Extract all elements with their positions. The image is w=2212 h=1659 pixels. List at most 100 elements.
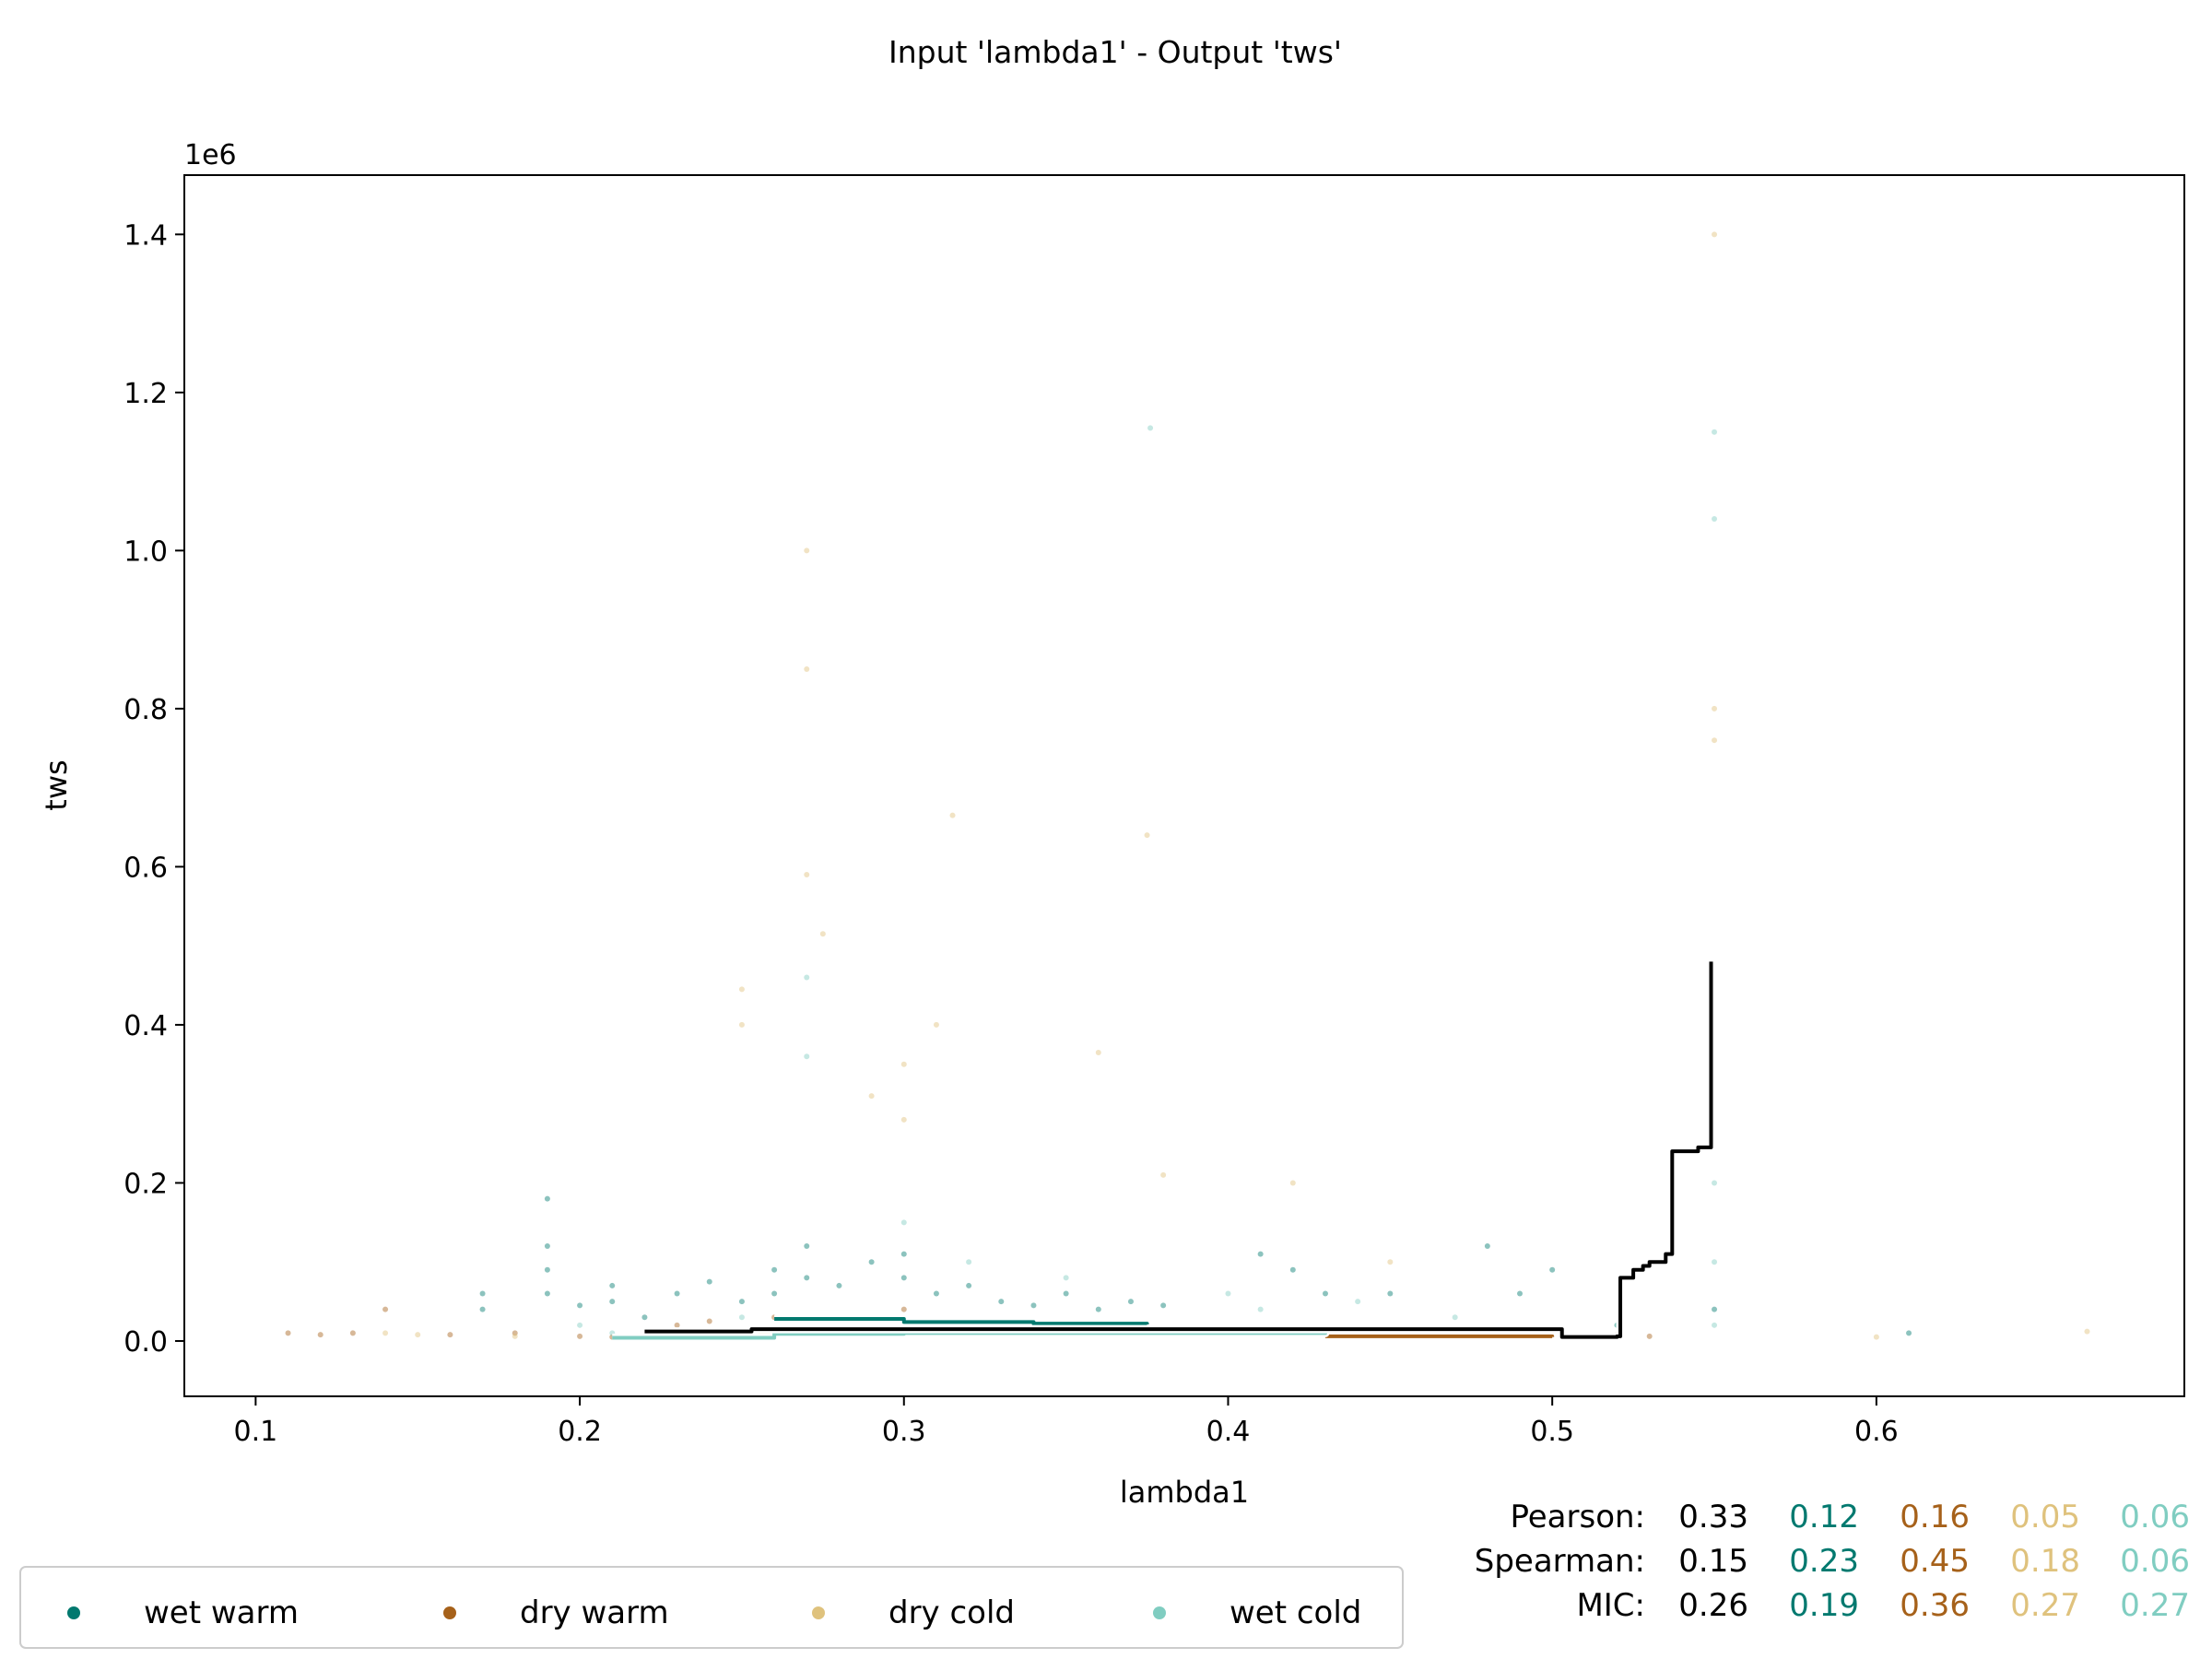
scatter-point (900, 1116, 907, 1123)
scatter-point (2084, 1328, 2090, 1335)
scatter-point (415, 1332, 421, 1338)
scatter-point (382, 1330, 389, 1336)
scatter-point (1712, 1180, 1718, 1186)
stat-value: 0.45 (1900, 1543, 1970, 1580)
scatter-point (641, 1314, 648, 1321)
scatter-point (512, 1333, 518, 1339)
y-tick-label: 0.2 (124, 1168, 168, 1200)
scatter-point (1144, 832, 1150, 839)
scatter-point (1484, 1243, 1490, 1250)
scatter-point (1030, 1302, 1037, 1309)
x-tick-label: 0.2 (558, 1416, 602, 1448)
stat-value: 0.19 (1789, 1587, 1859, 1624)
legend-label: dry warm (520, 1594, 669, 1631)
scatter-point (998, 1299, 1005, 1305)
stat-value: 0.27 (2120, 1587, 2190, 1624)
series-curve (1324, 1334, 1555, 1338)
scatter-point (1549, 1266, 1556, 1273)
y-axis-label: tws (39, 759, 74, 810)
scatter-point (1160, 1171, 1167, 1178)
stat-value: 0.06 (2120, 1499, 2190, 1535)
scatter-point (544, 1195, 550, 1202)
legend-label: dry cold (888, 1594, 1015, 1631)
plot-frame (183, 174, 2185, 1397)
scatter-point (900, 1251, 907, 1257)
scatter-point (1712, 737, 1718, 744)
scatter-point (819, 931, 826, 937)
stat-value: 0.06 (2120, 1543, 2190, 1580)
scatter-point (382, 1306, 389, 1312)
scatter-point (1063, 1275, 1069, 1281)
scatter-point (544, 1290, 550, 1297)
y-tick-label: 0.8 (124, 694, 168, 726)
scatter-point (1289, 1180, 1296, 1186)
scatter-point (804, 666, 810, 673)
scatter-point (674, 1290, 680, 1297)
x-tick-label: 0.1 (234, 1416, 278, 1448)
scatter-point (1147, 425, 1154, 431)
scatter-point (674, 1322, 680, 1328)
series-curve (644, 961, 1713, 1339)
scatter-point (738, 1299, 745, 1305)
scatter-point (1387, 1259, 1394, 1265)
x-tick-label: 0.4 (1206, 1416, 1251, 1448)
scatter-point (804, 547, 810, 554)
y-tick-label: 1.4 (124, 219, 168, 252)
scatter-point (577, 1302, 583, 1309)
scatter-point (512, 1330, 518, 1336)
y-tick-label: 0.4 (124, 1010, 168, 1042)
series-curve (774, 1316, 1149, 1326)
scatter-point (1127, 1299, 1134, 1305)
curve-layer (612, 961, 1716, 1343)
stat-label: Pearson: (1510, 1499, 1645, 1535)
scatter-point (900, 1306, 907, 1312)
scatter-point (738, 1021, 745, 1028)
scatter-point (1517, 1290, 1524, 1297)
y-tick-label: 1.2 (124, 378, 168, 410)
scatter-point (1095, 1049, 1101, 1055)
scatter-point (609, 1299, 616, 1305)
correlation-stats: Pearson: 0.33 0.12 0.16 0.05 0.06 Spearman: 0.1… (1475, 1499, 2190, 1624)
scatter-point (1906, 1330, 1912, 1336)
stat-label: Spearman: (1475, 1543, 1645, 1580)
scatter-point (738, 1314, 745, 1321)
legend-marker (67, 1606, 80, 1619)
scatter-point (1646, 1333, 1653, 1339)
legend-marker (812, 1606, 825, 1619)
scatter-point (804, 1243, 810, 1250)
scatter-point (544, 1243, 550, 1250)
scatter-point (1289, 1266, 1296, 1273)
scatter-point (933, 1290, 939, 1297)
scatter-point (1712, 231, 1718, 238)
scatter-point (804, 1053, 810, 1060)
legend-box (19, 1566, 1404, 1649)
scatter-point (447, 1332, 453, 1338)
x-tick-label: 0.5 (1530, 1416, 1574, 1448)
scatter-point (949, 812, 956, 818)
scatter-point (609, 1282, 616, 1288)
y-tick-label: 0.0 (124, 1326, 168, 1359)
scatter-point (1160, 1302, 1167, 1309)
legend-marker (1153, 1606, 1166, 1619)
scatter-point (544, 1266, 550, 1273)
legend-marker (443, 1606, 456, 1619)
stat-value: 0.18 (2010, 1543, 2080, 1580)
scatter-point (1873, 1334, 1879, 1340)
scatter-point (1452, 1314, 1458, 1321)
scatter-point (933, 1021, 939, 1028)
x-tick-label: 0.6 (1854, 1416, 1899, 1448)
y-tick-label: 1.0 (124, 535, 168, 568)
legend: wet warm dry warm dry cold wet cold (19, 1566, 1404, 1649)
scatter-point (804, 871, 810, 877)
scatter-point (966, 1282, 972, 1288)
scatter-point (771, 1266, 778, 1273)
x-axis: 0.1 0.2 0.3 0.4 0.5 0.6 (234, 1396, 1899, 1448)
scatter-point (285, 1330, 291, 1336)
scatter-point (1712, 429, 1718, 435)
scatter-point (479, 1306, 486, 1312)
stat-value: 0.16 (1900, 1499, 1970, 1535)
scatter-point (804, 974, 810, 981)
legend-label: wet cold (1230, 1594, 1361, 1631)
scatter-point (966, 1259, 972, 1265)
scatter-point (479, 1290, 486, 1297)
